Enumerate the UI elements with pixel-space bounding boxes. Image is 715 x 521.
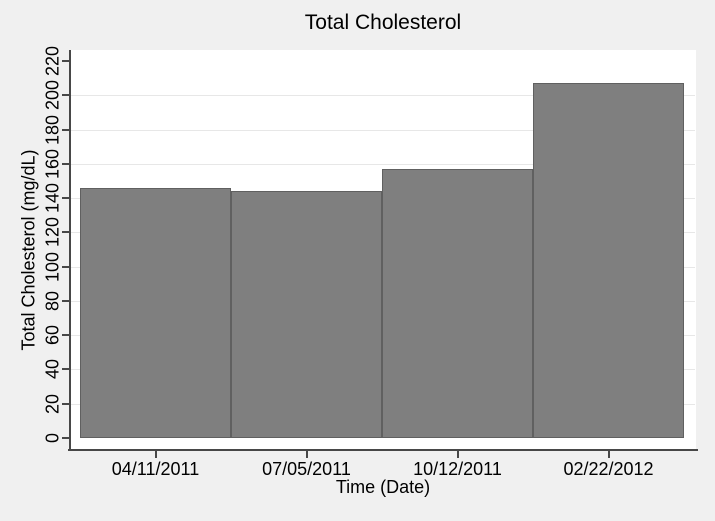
y-tick-label-20: 20 <box>42 393 63 414</box>
y-tick-80 <box>62 299 70 302</box>
x-axis-title: Time (Date) <box>335 477 431 497</box>
y-tick-40 <box>62 368 70 371</box>
y-tick-label-40: 40 <box>42 359 63 380</box>
y-tick-label-140: 140 <box>42 183 63 214</box>
y-tick-220 <box>62 60 70 62</box>
y-tick-label-120: 120 <box>42 217 63 248</box>
chart-title: Total Cholesterol <box>304 11 462 34</box>
bar-04/11/2011 <box>80 187 231 438</box>
x-tick-04/11/2011 <box>154 451 157 458</box>
y-tick-120 <box>62 231 70 234</box>
y-axis-line <box>69 50 71 451</box>
y-tick-label-100: 100 <box>42 251 63 282</box>
x-tick-07/05/2011 <box>305 451 308 458</box>
x-tick-02/22/2012 <box>607 451 610 458</box>
gridline-y-160 <box>71 163 695 165</box>
y-axis-title: Total Cholesterol (mg/dL) <box>18 149 39 351</box>
bar-10/12/2011 <box>382 168 533 438</box>
y-tick-0 <box>62 437 70 439</box>
y-tick-140 <box>62 197 70 200</box>
x-axis-line <box>68 449 698 451</box>
y-tick-label-180: 180 <box>42 114 63 145</box>
x-tick-label-07/05/2011: 07/05/2011 <box>262 459 351 479</box>
x-tick-10/12/2011 <box>456 451 459 458</box>
x-tick-label-04/11/2011: 04/11/2011 <box>111 459 200 479</box>
y-tick-160 <box>62 162 70 165</box>
x-tick-label-10/12/2011: 10/12/2011 <box>413 459 502 479</box>
y-tick-label-160: 160 <box>42 148 63 179</box>
y-tick-200 <box>62 94 70 97</box>
y-tick-100 <box>62 265 70 268</box>
y-tick-label-60: 60 <box>42 325 63 346</box>
y-tick-label-80: 80 <box>42 290 63 311</box>
y-tick-label-220: 220 <box>42 45 63 77</box>
y-tick-label-0: 0 <box>42 432 63 444</box>
bar-07/05/2011 <box>231 191 382 438</box>
y-tick-label-200: 200 <box>42 80 63 111</box>
bar-02/22/2012 <box>533 83 684 438</box>
y-tick-180 <box>62 128 70 131</box>
y-tick-20 <box>62 402 70 405</box>
gridline-y-180 <box>71 129 695 131</box>
gridline-y-200 <box>71 95 695 97</box>
x-tick-label-02/22/2012: 02/22/2012 <box>563 459 654 479</box>
y-tick-60 <box>62 334 70 337</box>
